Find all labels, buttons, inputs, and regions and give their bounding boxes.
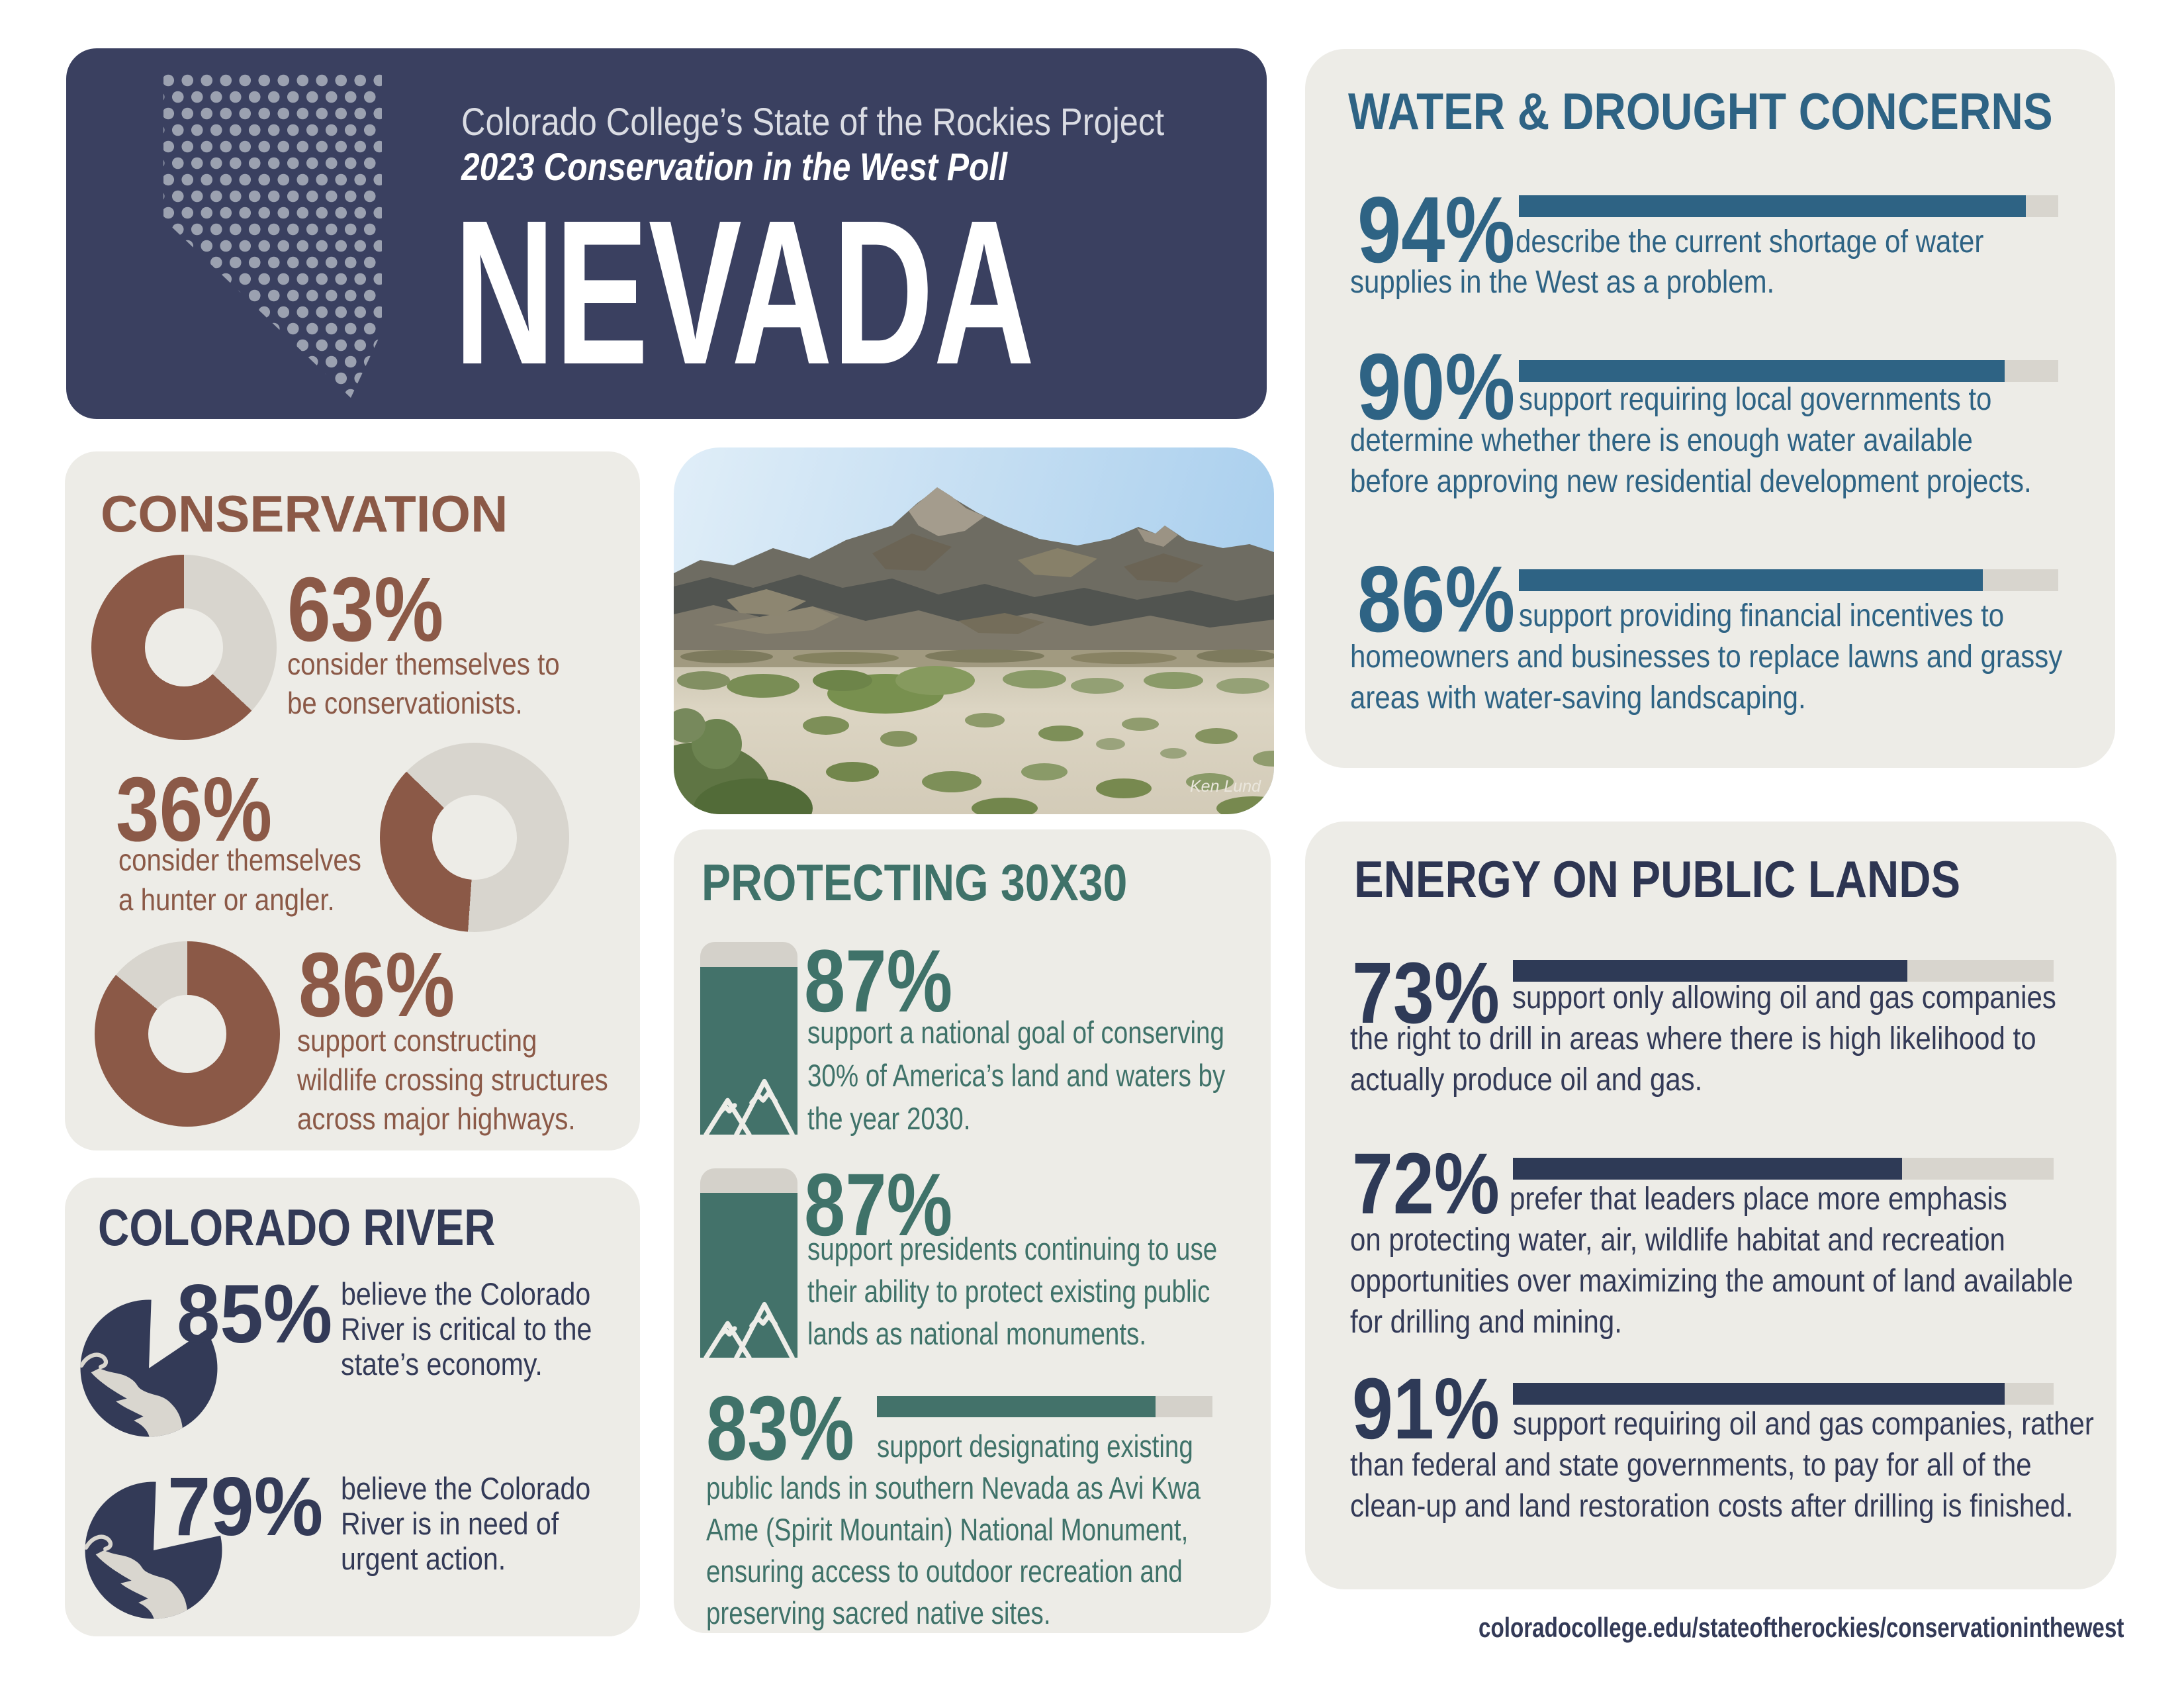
svg-text:Ken Lund: Ken Lund xyxy=(1190,777,1261,796)
